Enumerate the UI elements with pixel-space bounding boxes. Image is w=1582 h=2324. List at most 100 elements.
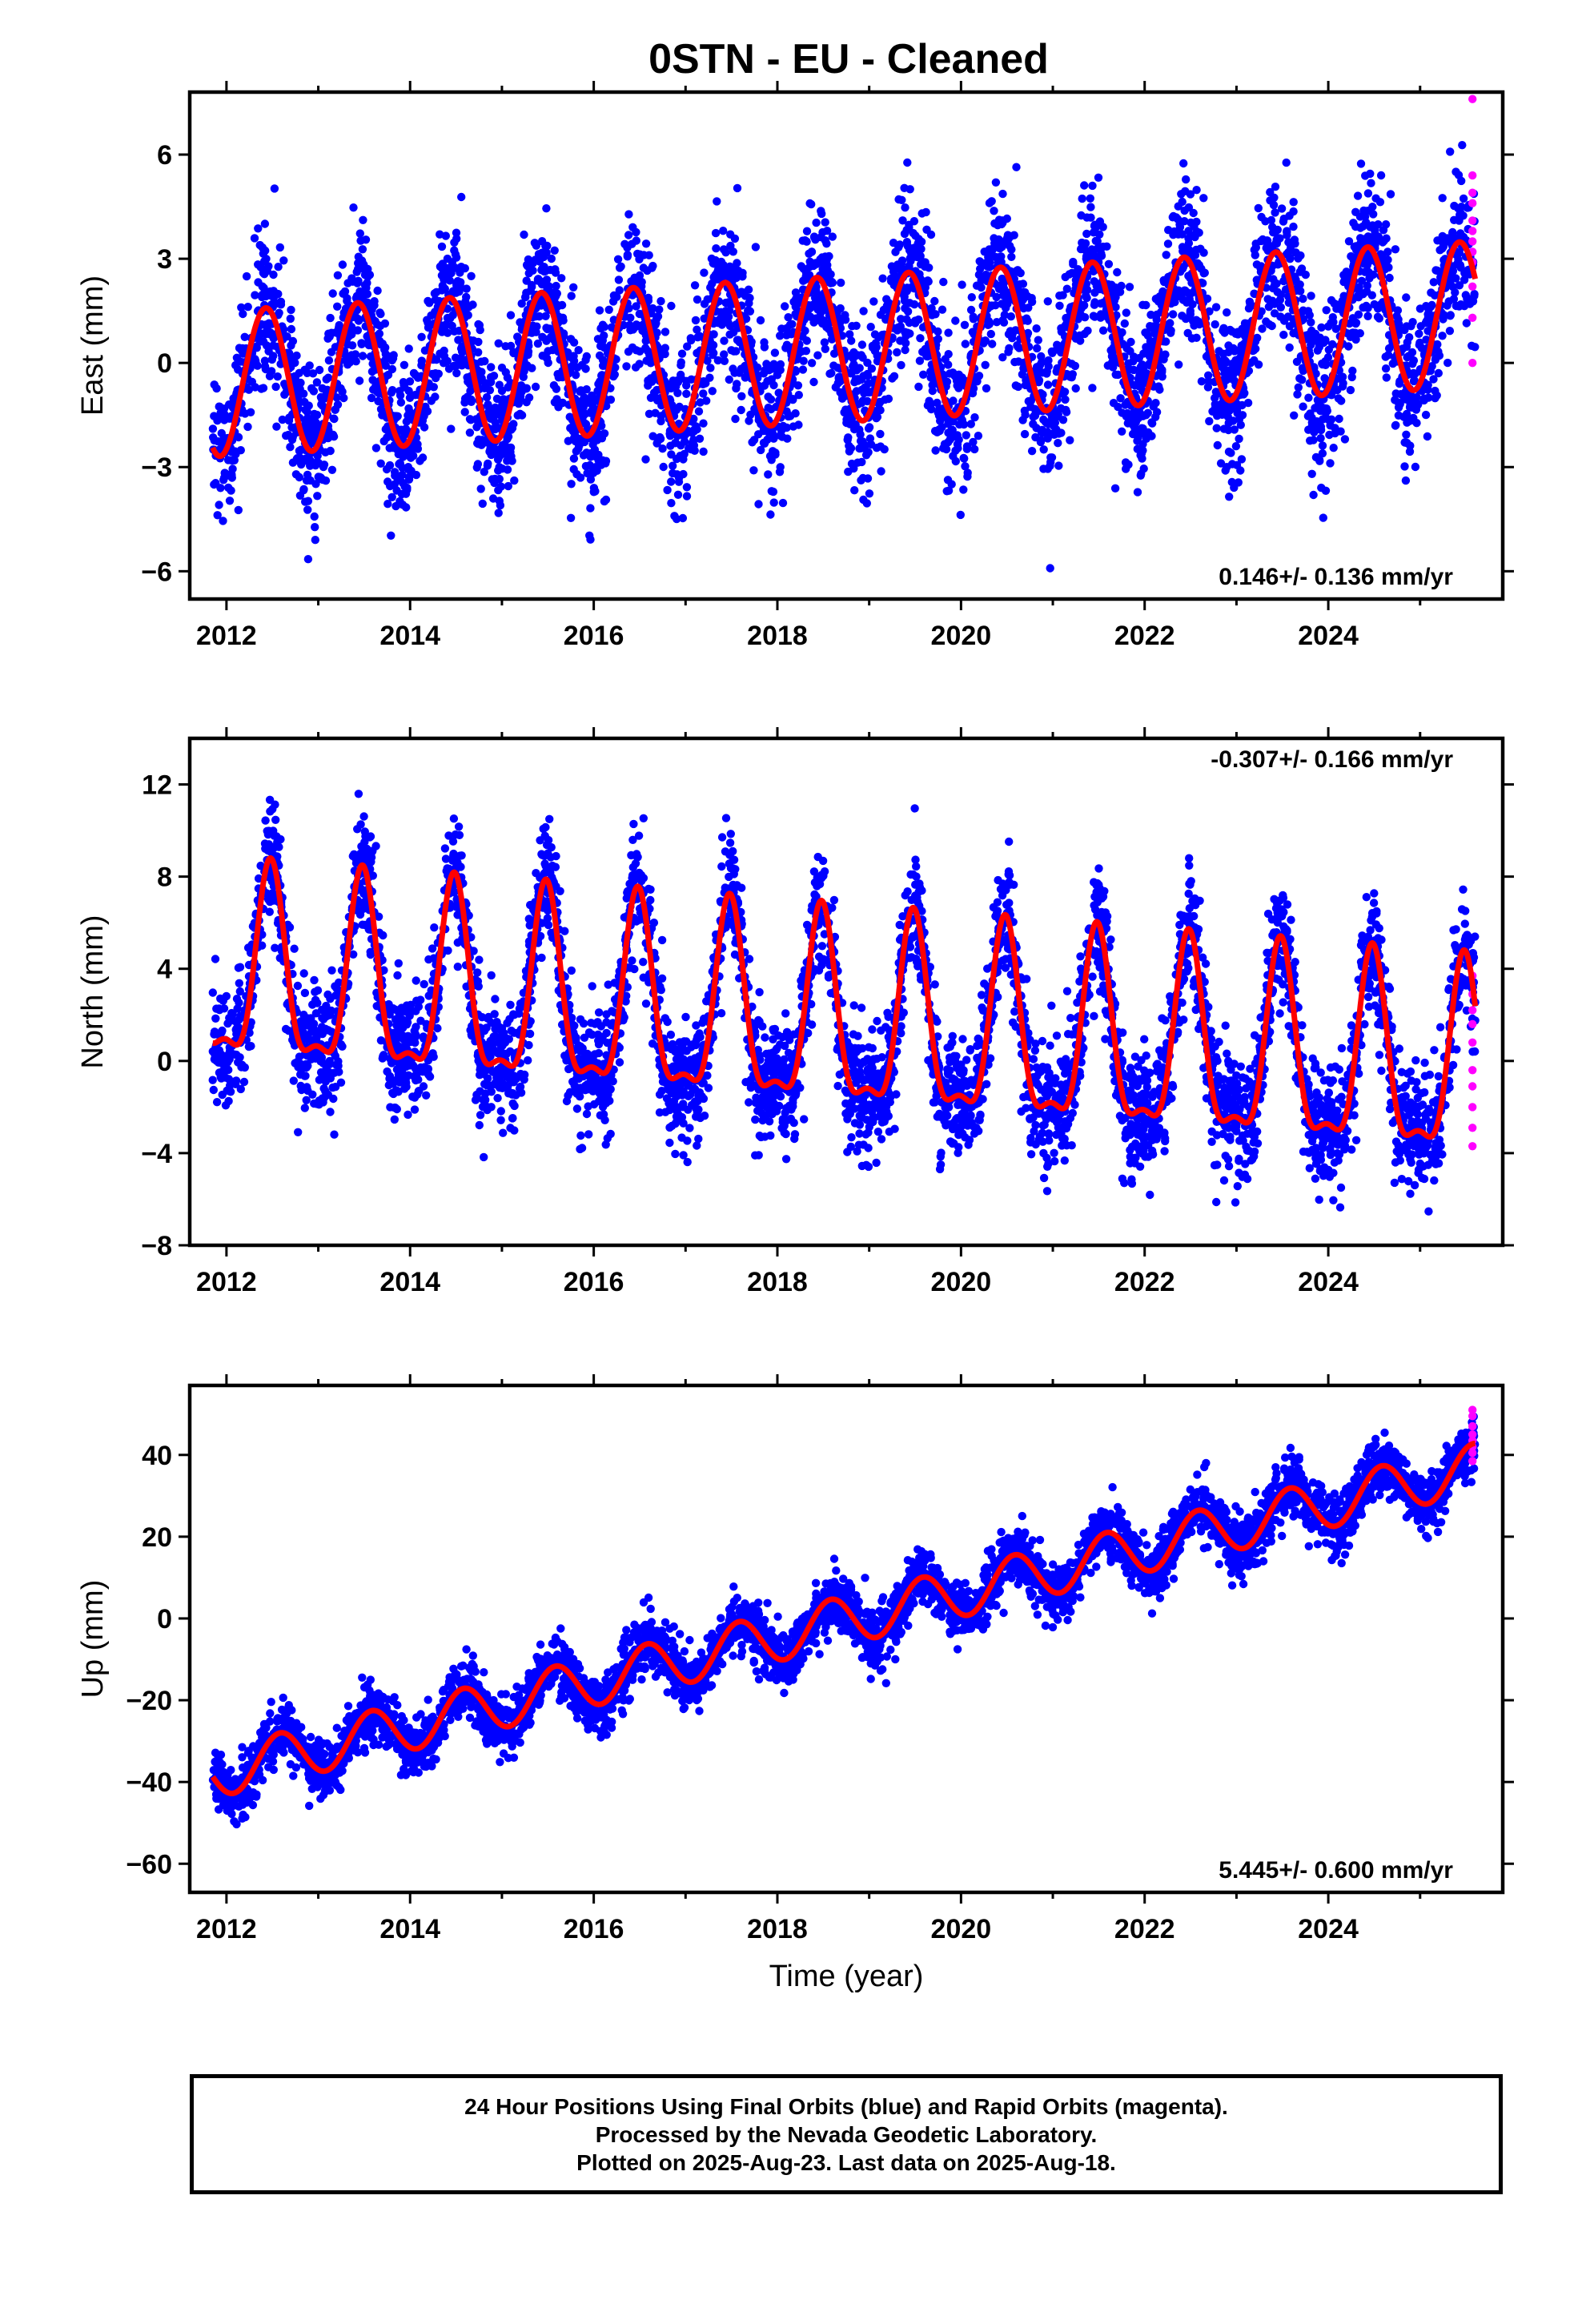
data-point (682, 492, 692, 501)
data-point (1438, 238, 1447, 247)
data-point (1402, 430, 1411, 439)
data-point (227, 473, 236, 482)
data-point (1356, 223, 1365, 232)
data-point (687, 375, 696, 384)
data-point (1174, 286, 1183, 295)
data-point (1138, 424, 1147, 433)
data-point (1122, 464, 1130, 473)
data-point (1289, 222, 1298, 231)
data-point (926, 367, 935, 376)
data-point (703, 356, 712, 365)
data-point (1220, 328, 1229, 337)
data-point (1400, 438, 1409, 447)
data-point (418, 453, 428, 462)
data-point (219, 473, 229, 482)
data-point (726, 241, 735, 251)
y-tick-label: −6 (141, 557, 172, 587)
data-point (1382, 373, 1391, 382)
data-point (551, 265, 560, 274)
data-point (1211, 303, 1221, 312)
data-point (274, 263, 283, 271)
data-point (429, 383, 438, 392)
data-point (254, 278, 263, 287)
data-point (1270, 300, 1279, 308)
data-point (287, 324, 296, 334)
data-point (1357, 276, 1367, 285)
data-point (1203, 383, 1213, 392)
data-point (1353, 191, 1363, 200)
data-point (1118, 408, 1126, 417)
data-point (1232, 362, 1242, 371)
data-point (1438, 194, 1447, 203)
data-point (456, 278, 465, 287)
data-point (1159, 275, 1168, 285)
data-point (992, 292, 1001, 302)
data-point (1317, 323, 1326, 332)
data-point (949, 452, 958, 460)
data-point (632, 227, 640, 237)
data-point (1374, 234, 1383, 243)
data-point (330, 414, 339, 424)
data-point (840, 408, 849, 417)
data-point (1328, 313, 1338, 322)
data-point (1170, 227, 1178, 236)
data-point (693, 295, 702, 304)
data-point (788, 320, 797, 328)
data-point (805, 199, 814, 208)
data-point (958, 416, 967, 424)
data-point (303, 505, 312, 514)
data-point (1070, 361, 1080, 371)
data-point (1158, 289, 1167, 298)
data-point (776, 463, 785, 472)
data-point (1458, 141, 1467, 150)
data-point (732, 347, 741, 356)
data-point (998, 353, 1007, 362)
data-point (1116, 394, 1125, 403)
data-point (1329, 444, 1338, 452)
data-point (1322, 306, 1331, 315)
data-point (1012, 163, 1021, 171)
data-point (943, 476, 953, 485)
x-tick-label: 2012 (196, 621, 257, 651)
data-point (1079, 301, 1089, 310)
data-point (905, 220, 913, 229)
data-point (600, 323, 609, 332)
data-point (444, 364, 454, 373)
data-point (869, 297, 878, 306)
data-point (1384, 344, 1394, 353)
data-point (520, 367, 528, 376)
data-point (1030, 411, 1040, 420)
data-point (859, 372, 868, 380)
data-point (721, 248, 730, 257)
data-point (868, 1025, 877, 1034)
data-point (821, 218, 829, 227)
data-point (958, 376, 967, 385)
data-point (632, 320, 641, 329)
data-point (1098, 326, 1108, 335)
data-point (623, 251, 632, 259)
data-point (893, 348, 901, 357)
data-point (478, 499, 487, 509)
data-point (459, 347, 468, 356)
data-point (598, 356, 608, 364)
data-point (1047, 429, 1057, 439)
data-point (1124, 359, 1133, 368)
data-point (969, 312, 978, 321)
data-point (960, 320, 970, 329)
data-point (253, 361, 262, 370)
data-point (1089, 228, 1098, 237)
data-point (706, 364, 715, 372)
data-point (1318, 449, 1327, 458)
data-point (1057, 428, 1066, 437)
data-point (624, 231, 633, 239)
data-point (496, 404, 504, 412)
data-point (311, 536, 319, 545)
data-point (355, 229, 364, 238)
data-point (1043, 464, 1053, 473)
data-point (376, 309, 385, 319)
data-point (876, 442, 885, 451)
data-point (1205, 416, 1214, 426)
data-point (288, 336, 298, 346)
data-point (318, 384, 327, 393)
data-point (1253, 333, 1262, 343)
